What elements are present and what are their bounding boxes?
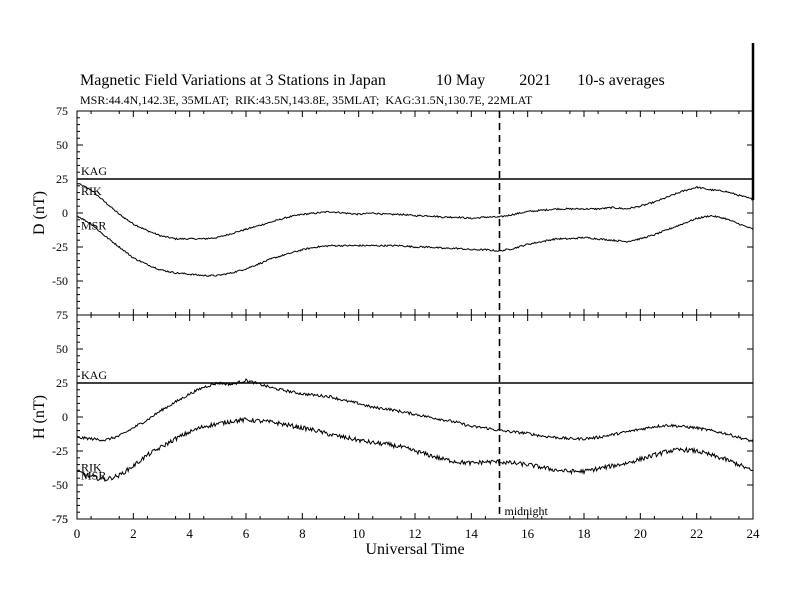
- y-tick-label-D: 75: [56, 104, 68, 118]
- x-axis-label: Universal Time: [365, 541, 464, 558]
- x-tick-label: 6: [243, 526, 250, 541]
- x-tick-label: 8: [299, 526, 306, 541]
- y-tick-label-H: -25: [52, 444, 68, 458]
- chart-averaging: 10-s averages: [577, 72, 665, 89]
- y-tick-label-D: -50: [52, 274, 68, 288]
- x-tick-label: 2: [130, 526, 137, 541]
- chart-date: 10 May: [435, 72, 486, 89]
- chart-title: Magnetic Field Variations at 3 Stations …: [80, 72, 386, 89]
- chart-year: 2021: [519, 72, 552, 89]
- y-tick-label-D: 0: [62, 206, 68, 220]
- x-tick-label: 12: [409, 526, 422, 541]
- x-tick-label: 18: [578, 526, 591, 541]
- x-tick-label: 4: [186, 526, 193, 541]
- y-tick-label-H: 75: [56, 308, 68, 322]
- series-line-MSR-H: [76, 416, 754, 482]
- panel-frame-D: [76, 110, 754, 316]
- x-tick-label: 10: [352, 526, 365, 541]
- series-line-RIK-H: [76, 378, 754, 443]
- series-label-RIK-H: RIK: [81, 460, 102, 474]
- y-tick-label-H: 25: [56, 376, 68, 390]
- y-axis-label-D: D (nT): [31, 191, 48, 235]
- series-line-MSR-D: [76, 214, 754, 277]
- y-axis-label-H: H (nT): [31, 395, 48, 439]
- y-tick-label-H: 50: [56, 342, 68, 356]
- y-tick-label-H: 0: [62, 410, 68, 424]
- x-tick-label: 16: [521, 526, 535, 541]
- x-tick-label: 24: [747, 526, 761, 541]
- x-tick-label: 20: [634, 526, 647, 541]
- y-tick-label-H: -50: [52, 478, 68, 492]
- y-tick-label-D: 50: [56, 138, 68, 152]
- x-tick-label: 14: [465, 526, 479, 541]
- series-label-KAG-H: KAG: [81, 368, 107, 382]
- series-label-RIK-D: RIK: [81, 184, 102, 198]
- series-label-MSR-H: MSR: [81, 468, 106, 482]
- series-label-KAG-D: KAG: [81, 164, 107, 178]
- y-tick-label-H: -75: [52, 512, 68, 526]
- stations-info: MSR:44.4N,142.3E, 35MLAT; RIK:43.5N,143.…: [80, 93, 533, 107]
- y-tick-label-D: 25: [56, 172, 68, 186]
- x-tick-label: 0: [74, 526, 81, 541]
- midnight-label: midnight: [505, 504, 549, 518]
- chart-title-row: Magnetic Field Variations at 3 Stations …: [80, 72, 665, 90]
- y-tick-label-D: -25: [52, 240, 68, 254]
- series-label-MSR-D: MSR: [81, 219, 106, 233]
- series-line-RIK-D: [76, 182, 754, 241]
- y-tick-label-H: -75: [52, 512, 68, 526]
- panel-frame-H: [76, 314, 754, 520]
- x-tick-label: 22: [690, 526, 703, 541]
